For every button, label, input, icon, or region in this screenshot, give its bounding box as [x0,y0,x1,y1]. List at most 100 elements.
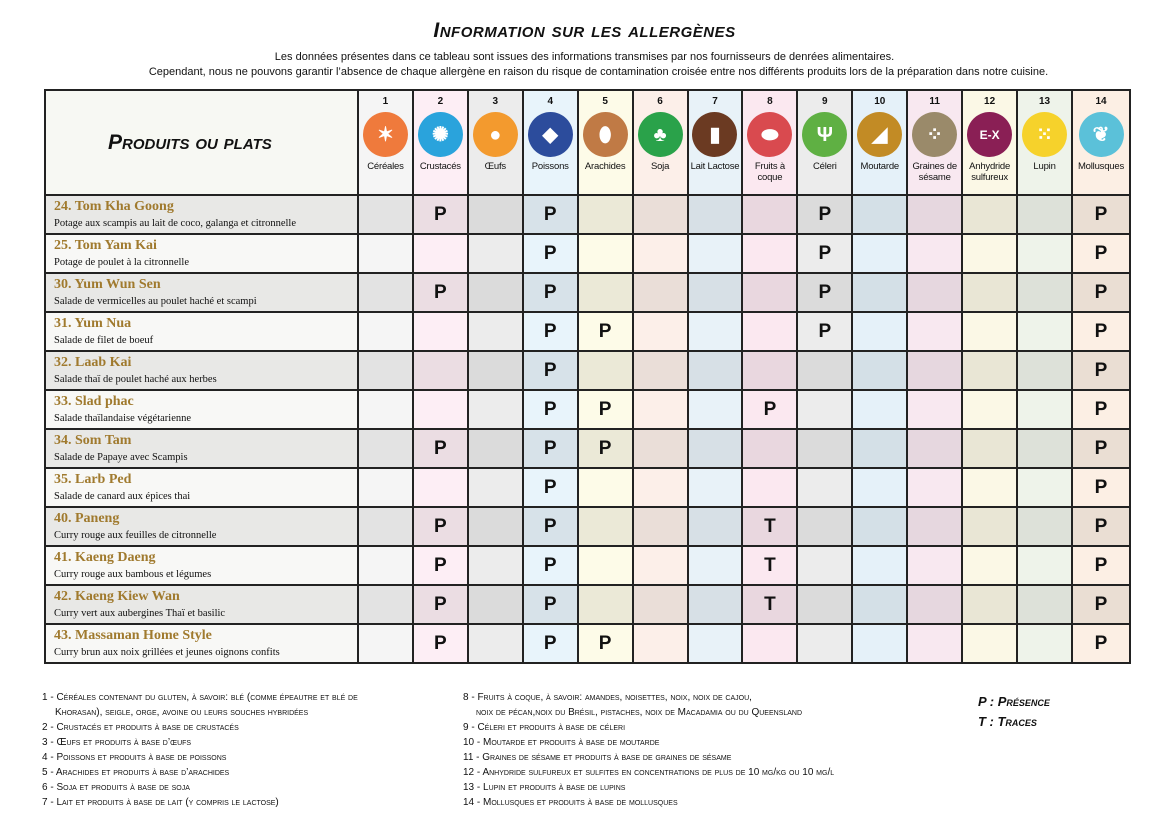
dish-name: 35. Larb Ped [54,472,132,487]
allergen-cell-8 [741,311,799,352]
allergen-cell-6 [631,233,689,274]
allergen-header-10: 10 ◢ Moutarde [851,89,909,196]
legend-item: 1 - Céréales contenant du gluten, à savo… [42,692,358,703]
allergen-cell-5 [576,506,634,547]
dish-description: Salade de Papaye avec Scampis [54,452,188,463]
mustard-icon: ◢ [857,112,903,157]
dish-cell: 41. Kaeng Daeng Curry rouge aux bambous e… [44,545,359,586]
allergen-cell-10 [851,623,909,664]
allergen-cell-4: P [521,584,579,625]
legend-item: 3 - Œufs et produits à base d’œufs [42,737,192,748]
allergen-cell-1 [357,467,414,508]
allergen-cell-8 [741,194,799,235]
allergen-cell-11 [906,506,964,547]
dish-cell: 34. Som Tam Salade de Papaye avec Scampis [44,428,359,469]
allergen-number: 2 [437,96,444,107]
legend-item: Khorasan), seigle, orge, avoine ou leurs… [55,707,309,718]
allergen-cell-10 [851,506,909,547]
allergen-cell-5 [576,194,634,235]
crab-icon: ✺ [417,112,463,157]
allergen-cell-5: P [576,389,634,430]
allergen-label: Fruits à coque [754,161,785,183]
allergen-cell-14: P [1071,194,1131,235]
nut-icon: ⬬ [747,112,793,157]
dish-description: Potage aux scampis au lait de coco, gala… [54,218,296,229]
allergen-number: 10 [874,96,886,107]
allergen-cell-4: P [521,311,579,352]
allergen-cell-11 [906,233,964,274]
allergen-cell-1 [357,506,414,547]
allergen-cell-1 [357,311,414,352]
legend-item: 11 - Graines de sésame et produits à bas… [463,752,732,763]
table-row: 24. Tom Kha Goong Potage aux scampis au l… [44,194,1131,235]
allergen-cell-13 [1016,545,1073,586]
table-row: 34. Som Tam Salade de Papaye avec Scampis… [44,428,1131,469]
allergen-header-6: 6 ♣ Soja [631,89,689,196]
dish-name: 30. Yum Wun Sen [54,277,161,292]
allergen-cell-6 [631,506,689,547]
allergen-cell-14: P [1071,272,1131,313]
allergen-cell-7 [686,584,744,625]
legend-item: noix de pécan,noix du Brésil, pistaches,… [476,707,803,718]
allergen-cell-10 [851,272,909,313]
allergen-cell-3 [466,506,524,547]
allergen-number: 13 [1038,96,1051,107]
allergen-cell-7 [686,272,744,313]
allergen-cell-8 [741,467,799,508]
allergen-cell-13 [1016,506,1073,547]
allergen-label: Moutarde [860,161,900,172]
legend-item: 14 - Mollusques et produits à base de mo… [463,797,678,808]
allergen-cell-5 [576,584,634,625]
allergen-cell-11 [906,623,964,664]
allergen-cell-9 [796,545,854,586]
allergen-cell-13 [1016,623,1073,664]
allergen-cell-2: P [411,506,469,547]
allergen-cell-1 [357,389,414,430]
allergen-cell-6 [631,545,689,586]
allergen-cell-8: T [741,545,799,586]
dish-cell: 24. Tom Kha Goong Potage aux scampis au l… [44,194,359,235]
allergen-cell-11 [906,389,964,430]
key-traces: T : Traces [978,714,1037,729]
dish-name: 43. Massaman Home Style [54,628,212,643]
legend-left: 1 - Céréales contenant du gluten, à savo… [42,690,452,810]
allergen-cell-9: P [796,233,854,274]
allergen-cell-3 [466,272,524,313]
allergen-cell-4: P [521,428,579,469]
allergen-cell-14: P [1071,350,1131,391]
legend-item: 10 - Moutarde et produits à base de mout… [463,737,660,748]
allergen-cell-8: T [741,506,799,547]
allergen-cell-9: P [796,311,854,352]
allergen-header-13: 13 ⁙ Lupin [1016,89,1073,196]
allergen-cell-9 [796,389,854,430]
allergen-cell-5 [576,545,634,586]
legend-item: 5 - Arachides et produits à base d’arach… [42,767,230,778]
table-row: 40. Paneng Curry rouge aux feuilles de ci… [44,506,1131,547]
shell-icon: ❦ [1078,112,1124,157]
allergen-cell-12 [961,311,1019,352]
allergen-cell-14: P [1071,233,1131,274]
allergen-cell-5 [576,467,634,508]
allergen-cell-8 [741,233,799,274]
legend-right: 8 - Fruits à coque, à savoir: amandes, n… [463,690,963,810]
table-row: 41. Kaeng Daeng Curry rouge aux bambous e… [44,545,1131,586]
allergen-cell-14: P [1071,506,1131,547]
allergen-cell-7 [686,467,744,508]
allergen-cell-2: P [411,545,469,586]
allergen-number: 5 [602,96,608,107]
allergen-number: 6 [657,96,663,107]
allergen-cell-2: P [411,272,469,313]
legend-item: 9 - Céleri et produits à base de céleri [463,722,626,733]
dish-name: 25. Tom Yam Kai [54,238,157,253]
dish-name: 42. Kaeng Kiew Wan [54,589,180,604]
allergen-cell-9 [796,623,854,664]
allergen-cell-2 [411,389,469,430]
allergen-cell-1 [357,233,414,274]
dish-cell: 25. Tom Yam Kai Potage de poulet à la cit… [44,233,359,274]
allergen-cell-9 [796,350,854,391]
table-row: 33. Slad phac Salade thaïlandaise végétar… [44,389,1131,430]
allergen-cell-14: P [1071,467,1131,508]
allergen-cell-12 [961,389,1019,430]
dish-description: Salade thaïlandaise végétarienne [54,413,192,424]
allergen-cell-12 [961,194,1019,235]
